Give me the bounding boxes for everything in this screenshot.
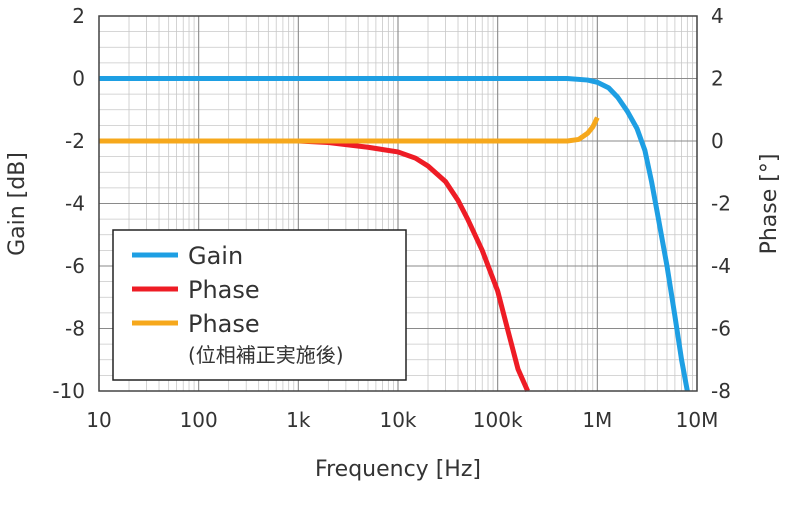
tick-labels: 10 100 1k 10k 100k 1M 10M 2 0 -2 -4 -6 -8 -10 4 2 0 -2 -4 -…	[52, 4, 731, 432]
y-right-axis-title: Phase [°]	[757, 154, 782, 255]
x-tick-label: 10M	[676, 408, 719, 432]
legend: Gain Phase Phase (位相補正実施後)	[112, 229, 407, 381]
x-tick-label: 10	[86, 408, 111, 432]
y-left-tick-label: 2	[72, 4, 85, 28]
x-tick-label: 1k	[286, 408, 311, 432]
y-left-tick-label: -8	[65, 317, 85, 341]
y-right-tick-label: -6	[711, 317, 731, 341]
y-right-tick-label: -8	[711, 379, 731, 403]
y-left-tick-label: 0	[72, 67, 85, 91]
x-tick-label: 100k	[473, 408, 523, 432]
legend-label-gain: Gain	[188, 242, 243, 270]
y-right-tick-label: -4	[711, 254, 731, 278]
x-axis-title: Frequency [Hz]	[315, 457, 481, 482]
x-tick-label: 10k	[379, 408, 416, 432]
series-line-phase	[99, 138, 530, 393]
x-tick-label: 100	[180, 408, 218, 432]
plot-frame	[98, 15, 698, 392]
y-left-tick-label: -2	[65, 129, 85, 153]
series-layer	[99, 76, 690, 393]
series-line-phase-corrected	[99, 116, 600, 144]
y-right-tick-label: 2	[711, 67, 724, 91]
legend-sublabel-phase-corrected: (位相補正実施後)	[188, 343, 344, 367]
y-left-tick-label: -4	[65, 192, 85, 216]
y-left-tick-label: -6	[65, 254, 85, 278]
y-left-axis-title: Gain [dB]	[5, 152, 30, 256]
legend-label-phase-corrected: Phase	[188, 310, 260, 338]
legend-label-phase: Phase	[188, 276, 260, 304]
y-right-tick-label: 4	[711, 4, 724, 28]
x-tick-label: 1M	[582, 408, 612, 432]
y-left-tick-label: -10	[52, 379, 85, 403]
series-line-gain	[99, 76, 690, 392]
y-right-tick-label: -2	[711, 192, 731, 216]
y-right-tick-label: 0	[711, 129, 724, 153]
